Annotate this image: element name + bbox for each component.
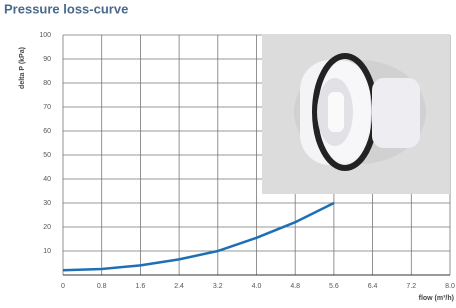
x-tick-label: 3.2: [213, 283, 223, 290]
y-tick-label: 80: [43, 80, 51, 87]
y-tick-label: 10: [43, 248, 51, 255]
x-tick-label: 5.6: [329, 283, 339, 290]
x-tick-label: 4.0: [252, 283, 262, 290]
x-tick-label: 6.4: [368, 283, 378, 290]
y-axis-label: delta P (kPa): [19, 47, 26, 89]
x-axis-label: flow (m³/h): [419, 295, 454, 302]
x-tick-label: 8.0: [445, 283, 455, 290]
chart-title: Pressure loss-curve: [4, 1, 128, 16]
y-tick-label: 40: [43, 176, 51, 183]
chart: Pressure loss-curve delta P (kPa) flow (…: [0, 0, 456, 308]
y-tick-label: 20: [43, 224, 51, 231]
x-tick-label: 0: [61, 283, 65, 290]
x-tick-label: 1.6: [136, 283, 146, 290]
x-tick-label: 0.8: [97, 283, 107, 290]
curve: [63, 203, 334, 270]
y-tick-label: 60: [43, 128, 51, 135]
x-tick-label: 4.8: [290, 283, 300, 290]
y-tick-label: 30: [43, 200, 51, 207]
y-tick-label: 100: [39, 32, 51, 39]
y-tick-label: 50: [43, 152, 51, 159]
y-tick-label: 70: [43, 104, 51, 111]
x-tick-label: 7.2: [406, 283, 416, 290]
x-tick-label: 2.4: [174, 283, 184, 290]
product-photo: [262, 34, 450, 194]
y-tick-label: 90: [43, 56, 51, 63]
